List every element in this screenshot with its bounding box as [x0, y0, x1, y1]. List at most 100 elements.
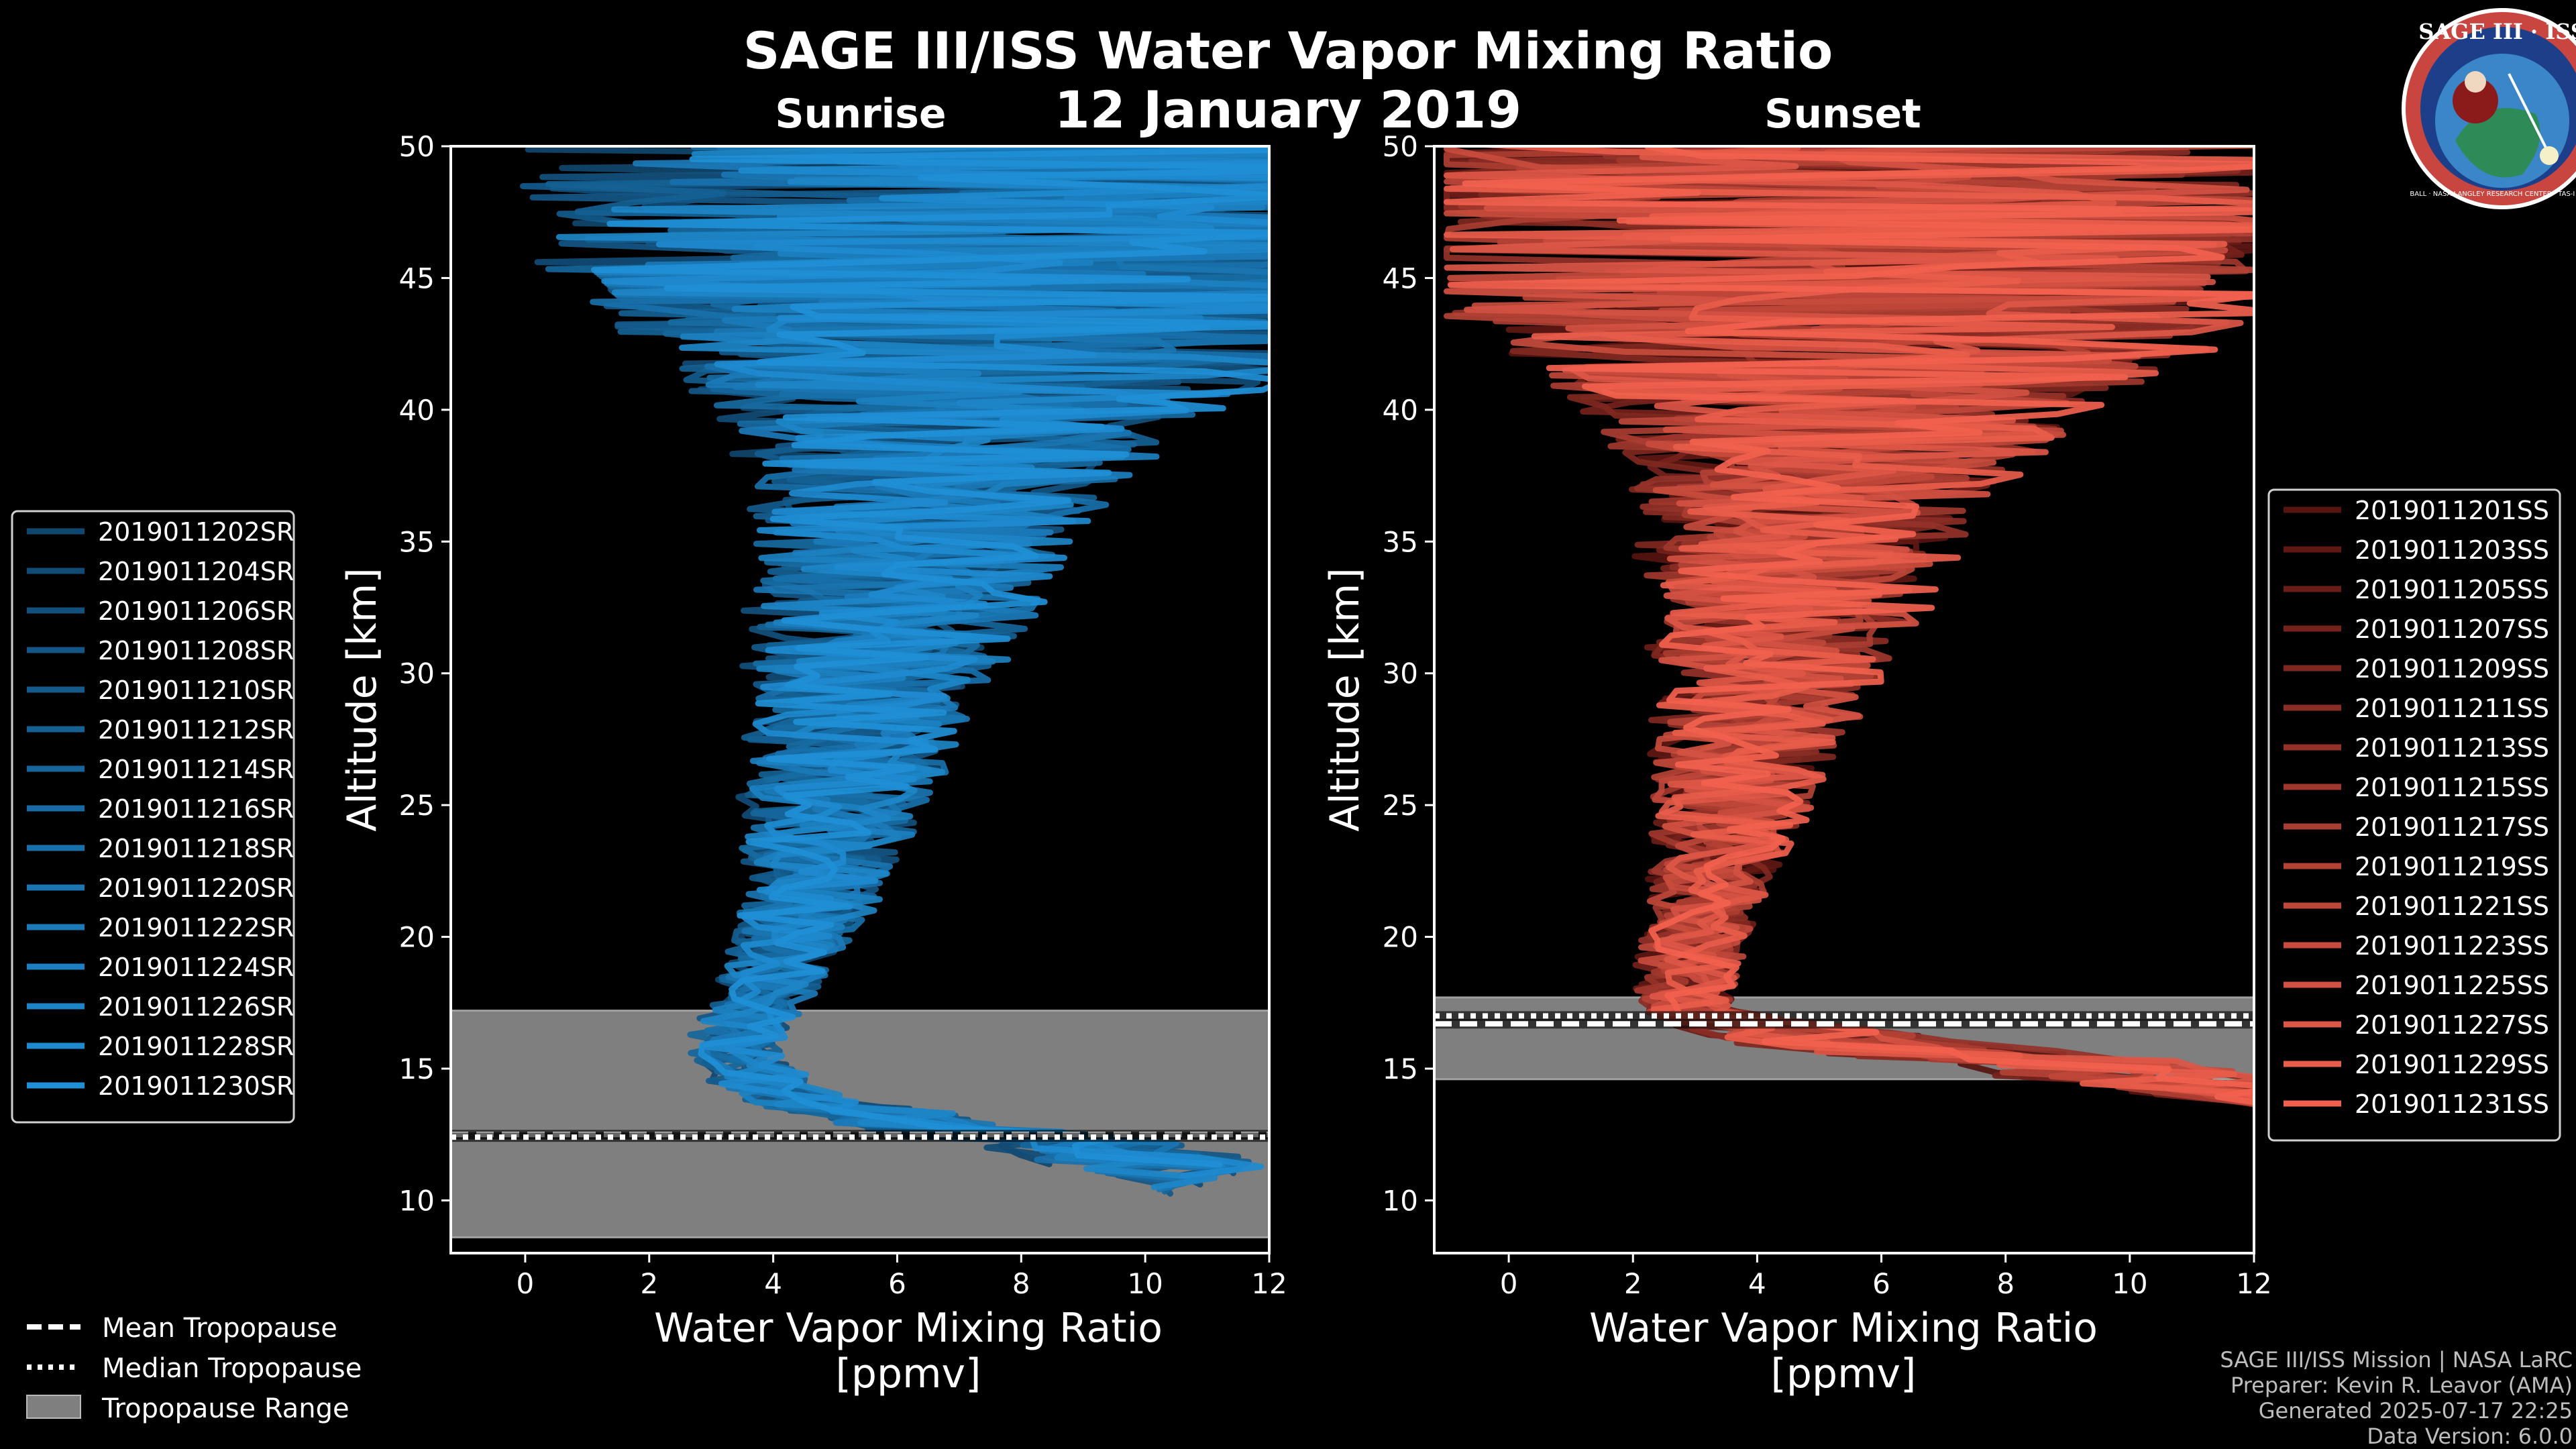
legend-label-2019011204SR: 2019011204SR — [98, 557, 294, 586]
legend-label-2019011214SR: 2019011214SR — [98, 755, 294, 784]
x-tick-label: 8 — [1012, 1267, 1030, 1300]
legend-label-2019011207SS: 2019011207SS — [2355, 614, 2549, 644]
y-tick-label: 20 — [399, 921, 435, 954]
x-tick-label: 2 — [640, 1267, 658, 1300]
profile-line-2019011230SR — [590, 147, 1269, 1168]
x-tick-label: 0 — [517, 1267, 535, 1300]
legend-label-2019011210SR: 2019011210SR — [98, 676, 294, 705]
legend-label-2019011228SR: 2019011228SR — [98, 1032, 294, 1061]
legend-label-2019011220SR: 2019011220SR — [98, 873, 294, 903]
sunset-panel: 0 2 4 6 8 10 12 10 15 20 25 30 35 40 45 50 Water Vapor … — [1322, 130, 2272, 1397]
x-tick-label: 6 — [1872, 1267, 1890, 1300]
y-tick-label: 30 — [399, 657, 435, 690]
legend-frame — [2267, 488, 2561, 1142]
footer-mission: SAGE III/ISS Mission | NASA LaRC — [2220, 1347, 2573, 1373]
legend-label-2019011231SS: 2019011231SS — [2355, 1089, 2549, 1119]
sunrise-subtitle: Sunrise — [775, 91, 946, 138]
x-tick-label: 12 — [2236, 1267, 2271, 1300]
date-title: 12 January 2019 — [1055, 80, 1521, 140]
legend-label-2019011211SS: 2019011211SS — [2355, 694, 2549, 723]
legend-label-2019011216SR: 2019011216SR — [98, 794, 294, 824]
legend-label-2019011219SS: 2019011219SS — [2355, 852, 2549, 881]
sunset-ylabel: Altitude [km] — [1322, 568, 1368, 832]
y-tick-label: 50 — [1383, 130, 1418, 163]
x-tick-label: 12 — [1251, 1267, 1287, 1300]
sunrise-xlabel-unit: [ppmv] — [836, 1350, 981, 1397]
profile-line-2019011229SS — [1444, 146, 2254, 1099]
x-tick-label: 4 — [764, 1267, 782, 1300]
sunrise-panel: 0 2 4 6 8 10 12 10 15 20 25 30 35 40 45 50 Water Vapor … — [339, 130, 1287, 1397]
logo-label: SAGE III · ISS — [2418, 19, 2576, 44]
y-tick-label: 35 — [399, 525, 435, 558]
tropopause-range-label: Tropopause Range — [101, 1393, 350, 1424]
legend-label-2019011223SS: 2019011223SS — [2355, 931, 2549, 961]
sunset-ticks: 0 2 4 6 8 10 12 10 15 20 25 30 35 40 45 50 — [1383, 130, 2272, 1300]
y-tick-label: 15 — [399, 1053, 435, 1085]
legend-label-2019011202SR: 2019011202SR — [98, 517, 294, 547]
legend-label-2019011221SS: 2019011221SS — [2355, 892, 2549, 921]
sunrise-ticks: 0 2 4 6 8 10 12 10 15 20 25 30 35 40 45 50 — [399, 130, 1287, 1300]
legend-label-2019011230SR: 2019011230SR — [98, 1071, 294, 1101]
sunrise-xlabel: Water Vapor Mixing Ratio — [654, 1305, 1163, 1352]
x-tick-label: 2 — [1624, 1267, 1642, 1300]
y-tick-label: 10 — [1383, 1184, 1418, 1217]
legend-label-2019011203SS: 2019011203SS — [2355, 535, 2549, 565]
sunrise-ylabel: Altitude [km] — [339, 568, 386, 832]
median-tropopause-label: Median Tropopause — [102, 1353, 362, 1384]
x-tick-label: 4 — [1748, 1267, 1766, 1300]
y-tick-label: 15 — [1383, 1053, 1418, 1085]
mean-tropopause-label: Mean Tropopause — [102, 1313, 337, 1344]
legend-label-2019011215SS: 2019011215SS — [2355, 773, 2549, 802]
sunset-axes-frame — [1433, 145, 2255, 1254]
sunrise-legend: 2019011202SR 2019011204SR 2019011206SR 2019… — [11, 510, 295, 1124]
legend-label-2019011229SS: 2019011229SS — [2355, 1050, 2549, 1079]
footer-version: Data Version: 6.0.0 — [2367, 1424, 2573, 1449]
sunset-xlabel-unit: [ppmv] — [1771, 1350, 1917, 1397]
sage-iii-iss-logo: SAGE III · ISS BALL · NASA LANGLEY RESEA… — [2402, 8, 2576, 209]
y-tick-label: 25 — [399, 789, 435, 822]
y-tick-label: 50 — [399, 130, 435, 163]
sunrise-profiles — [520, 146, 1269, 1197]
x-tick-label: 8 — [1996, 1267, 2015, 1300]
y-tick-label: 35 — [1383, 525, 1418, 558]
x-tick-label: 6 — [888, 1267, 906, 1300]
y-tick-label: 45 — [1383, 262, 1418, 294]
legend-label-2019011218SR: 2019011218SR — [98, 834, 294, 863]
legend-label-2019011208SR: 2019011208SR — [98, 636, 294, 665]
sunrise-axes-frame — [449, 145, 1271, 1254]
sunrise-tropopause-lines — [451, 1130, 1269, 1142]
x-tick-label: 10 — [1127, 1267, 1163, 1300]
y-tick-label: 20 — [1383, 921, 1418, 954]
main-title: SAGE III/ISS Water Vapor Mixing Ratio — [743, 21, 1833, 80]
legend-label-2019011226SR: 2019011226SR — [98, 992, 294, 1022]
tropopause-legend: Mean Tropopause Median Tropopause Tropop… — [26, 1313, 362, 1424]
y-tick-label: 10 — [399, 1184, 435, 1217]
legend-label-2019011217SS: 2019011217SS — [2355, 812, 2549, 842]
y-tick-label: 30 — [1383, 657, 1418, 690]
tropopause-range-swatch — [26, 1395, 81, 1419]
footer-preparer: Preparer: Kevin R. Leavor (AMA) — [2231, 1373, 2573, 1398]
y-tick-label: 25 — [1383, 789, 1418, 822]
sunset-subtitle: Sunset — [1764, 91, 1921, 138]
x-tick-label: 10 — [2112, 1267, 2147, 1300]
footer-generated: Generated 2025-07-17 22:25 — [2259, 1398, 2573, 1424]
sunset-tropopause-lines — [1434, 1011, 2254, 1029]
sunset-legend: 2019011201SS 2019011203SS 2019011205SS 2019… — [2267, 488, 2561, 1142]
legend-label-2019011209SS: 2019011209SS — [2355, 654, 2549, 684]
legend-label-2019011225SS: 2019011225SS — [2355, 971, 2549, 1000]
legend-label-2019011227SS: 2019011227SS — [2355, 1010, 2549, 1040]
y-tick-label: 40 — [399, 394, 435, 427]
legend-label-2019011213SS: 2019011213SS — [2355, 733, 2549, 763]
legend-label-2019011224SR: 2019011224SR — [98, 953, 294, 982]
logo-ring-text: BALL · NASA LANGLEY RESEARCH CENTER · TA… — [2410, 191, 2576, 198]
legend-label-2019011201SS: 2019011201SS — [2355, 496, 2549, 525]
x-tick-label: 0 — [1500, 1267, 1518, 1300]
sunset-xlabel: Water Vapor Mixing Ratio — [1589, 1305, 2098, 1352]
y-tick-label: 45 — [399, 262, 435, 294]
legend-label-2019011206SR: 2019011206SR — [98, 596, 294, 626]
legend-label-2019011222SR: 2019011222SR — [98, 913, 294, 943]
footer-credits: SAGE III/ISS Mission | NASA LaRC Prepare… — [2220, 1347, 2573, 1449]
legend-label-2019011205SS: 2019011205SS — [2355, 575, 2549, 604]
y-tick-label: 40 — [1383, 394, 1418, 427]
